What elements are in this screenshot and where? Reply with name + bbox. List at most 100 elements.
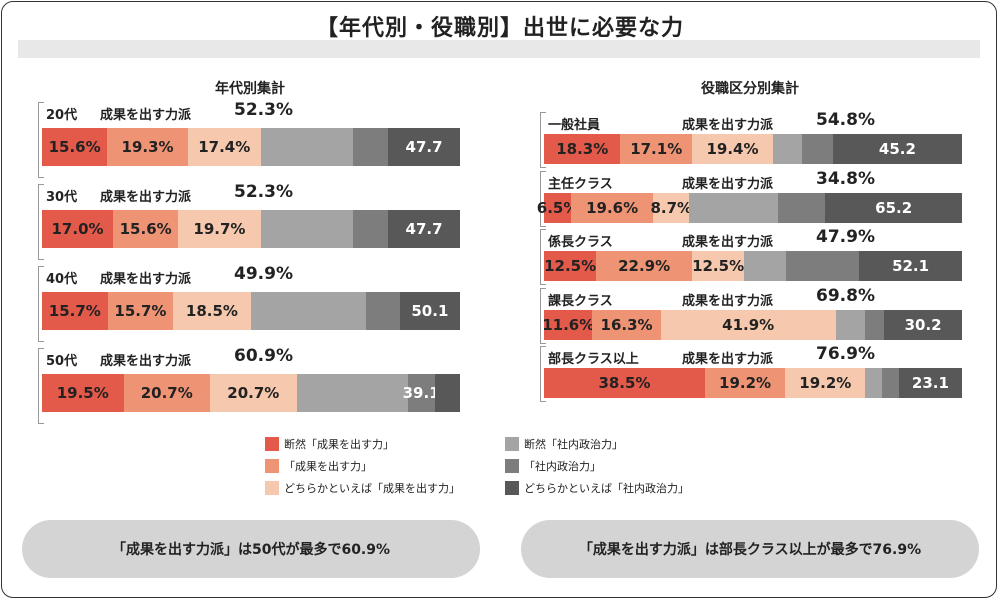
summary-pill-position: 「成果を出す力派」は部長クラス以上が最多で76.9%	[521, 520, 979, 578]
bar-segment: 45.2	[832, 134, 962, 164]
category-label: 50代	[46, 354, 78, 369]
group-bracket	[540, 170, 546, 227]
category-sublabel: 成果を出す力派	[100, 272, 192, 287]
bar-segment	[786, 251, 860, 281]
category-label: 部長クラス以上	[548, 352, 639, 367]
bar-segment: 22.9%	[596, 251, 692, 281]
category-sublabel: 成果を出す力派	[682, 176, 774, 192]
group-bracket	[540, 112, 546, 168]
bar-segment	[689, 192, 779, 223]
bar-group: 20代 成果を出す力派 52.3% 15.6% 19.3% 17.4% 47.7	[38, 100, 460, 178]
stacked-bar: 6.5% 19.6% 8.7% 65.2	[537, 192, 962, 223]
summary-percent: 47.9%	[816, 227, 875, 247]
stacked-bar: 17.0% 15.6% 19.7% 47.7	[42, 210, 460, 248]
group-bracket	[540, 346, 546, 402]
group-bracket	[38, 102, 44, 178]
stacked-bar: 12.5% 22.9% 12.5% 52.1	[544, 251, 962, 281]
summary-pill-age: 「成果を出す力派」は50代が最多で60.9%	[22, 520, 480, 578]
bar-segment: 15.6%	[42, 128, 108, 166]
summary-percent: 76.9%	[816, 344, 875, 364]
bar-segment: 20.7%	[123, 374, 211, 412]
category-label: 課長クラス	[548, 293, 613, 309]
bar-segment	[352, 210, 389, 248]
group-bracket	[38, 184, 44, 260]
bar-segment: 30.2	[884, 309, 962, 340]
bar-segment: 52.1	[859, 251, 962, 281]
bar-group: 40代 成果を出す力派 49.9% 15.7% 15.7% 18.5% 50.1	[38, 264, 460, 342]
summary-percent: 60.9%	[234, 346, 293, 366]
legend-swatch	[265, 459, 279, 473]
group-bracket	[540, 287, 546, 344]
bar-segment: 38.5%	[544, 368, 705, 398]
legend-item: 断然「成果を出す力」	[265, 436, 394, 452]
legend-item: どちらかといえば「社内政治力」	[505, 480, 689, 496]
legend-swatch	[265, 437, 279, 451]
bar-segment: 17.1%	[620, 134, 692, 164]
bar-segment: 19.2%	[785, 368, 866, 398]
bar-segment: 19.7%	[178, 210, 261, 248]
bar-segment: 41.9%	[660, 309, 836, 340]
category-sublabel: 成果を出す力派	[100, 354, 192, 369]
bar-segment	[801, 134, 833, 164]
bar-segment: 23.1	[898, 368, 962, 398]
bar-segment: 12.5%	[544, 251, 597, 281]
category-sublabel: 成果を出す力派	[100, 190, 192, 205]
legend-swatch	[505, 459, 519, 473]
bar-segment	[260, 210, 353, 248]
legend-swatch	[505, 437, 519, 451]
category-label: 一般社員	[548, 118, 601, 133]
bar-segment	[434, 374, 460, 412]
bar-segment: 19.5%	[42, 374, 124, 412]
bar-segment	[250, 292, 366, 330]
legend-item: 「社内政治力」	[505, 458, 601, 474]
bar-segment: 19.4%	[691, 134, 774, 164]
stacked-bar: 38.5% 19.2% 19.2% 23.1	[544, 368, 962, 398]
bar-segment: 50.1	[399, 292, 460, 330]
stacked-bar: 18.3% 17.1% 19.4% 45.2	[544, 134, 962, 164]
bar-segment: 47.7	[388, 128, 460, 166]
bar-segment	[352, 128, 389, 166]
bar-group: 部長クラス以上 成果を出す力派 76.9% 38.5% 19.2% 19.2% 23.1	[540, 344, 962, 402]
stacked-bar: 15.6% 19.3% 17.4% 47.7	[42, 128, 460, 166]
bar-segment: 19.6%	[571, 192, 654, 223]
bar-segment	[882, 368, 899, 398]
group-bracket	[38, 266, 44, 342]
bar-segment: 12.5%	[691, 251, 745, 281]
category-sublabel: 成果を出す力派	[682, 118, 774, 133]
legend-label: 「社内政治力」	[524, 460, 601, 473]
legend-swatch	[505, 481, 519, 495]
category-label: 係長クラス	[548, 235, 613, 250]
category-label: 30代	[46, 190, 78, 205]
bar-segment: 18.5%	[173, 292, 251, 330]
page-title: 【年代別・役職別】出世に必要な力	[315, 16, 684, 41]
bar-segment: 65.2	[825, 192, 962, 223]
left-chart-title: 年代別集計	[215, 81, 285, 97]
legend-item: 断然「社内政治力」	[505, 436, 623, 452]
legend-swatch	[265, 481, 279, 495]
bar-segment	[865, 368, 883, 398]
summary-percent: 54.8%	[816, 110, 875, 130]
bar-segment: 11.6%	[542, 309, 594, 340]
bar-segment	[744, 251, 787, 281]
bar-group: 30代 成果を出す力派 52.3% 17.0% 15.6% 19.7% 47.7	[38, 182, 460, 260]
category-label: 20代	[46, 108, 78, 123]
bar-segment: 16.3%	[592, 309, 661, 340]
bar-segment: 8.7%	[650, 192, 692, 223]
bar-segment: 17.0%	[42, 210, 114, 248]
bar-segment: 17.4%	[187, 128, 261, 166]
bar-segment: 15.7%	[107, 292, 174, 330]
legend-item: 「成果を出す力」	[265, 458, 372, 474]
bar-group: 課長クラス 成果を出す力派 69.8% 11.6% 16.3% 41.9% 30.2	[540, 286, 962, 344]
legend-item: どちらかといえば「成果を出す力」	[265, 480, 460, 496]
summary-percent: 52.3%	[234, 100, 293, 120]
legend: 断然「成果を出す力」 「成果を出す力」どちらかといえば「成果を出す力」 断然「社内政…	[265, 436, 765, 506]
summary-percent: 49.9%	[234, 264, 293, 284]
bar-segment: 20.7%	[210, 374, 297, 412]
category-sublabel: 成果を出す力派	[682, 235, 774, 250]
bar-segment: 19.2%	[704, 368, 786, 398]
bar-segment: 15.7%	[42, 292, 108, 330]
category-sublabel: 成果を出す力派	[682, 352, 774, 367]
stacked-bar: 11.6% 16.3% 41.9% 30.2	[542, 309, 962, 340]
bar-segment: 47.7	[388, 210, 460, 248]
